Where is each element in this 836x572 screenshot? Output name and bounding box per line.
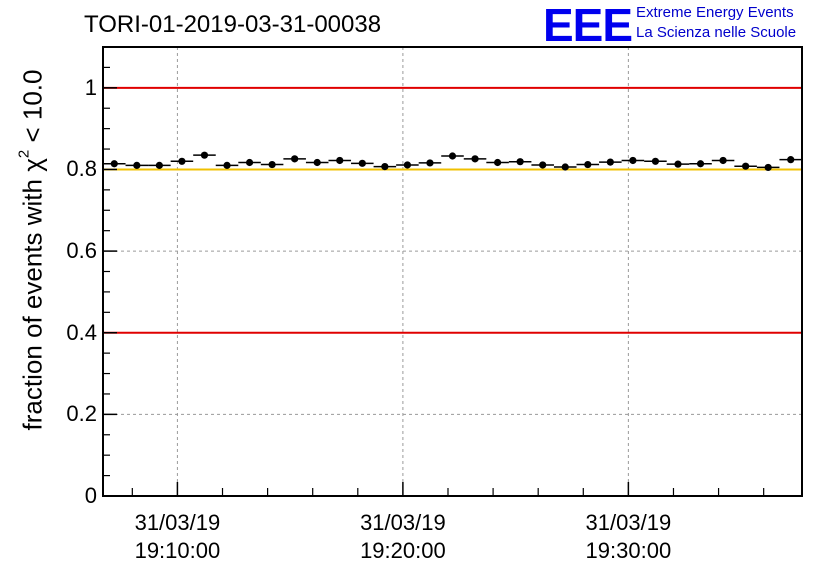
data-point	[674, 160, 682, 168]
x-tick-label: 31/03/19 19:10:00	[97, 509, 257, 565]
y-tick-label: 1	[84, 74, 97, 100]
y-tick-label: 0.6	[66, 238, 97, 264]
data-point	[696, 160, 705, 168]
data-point	[561, 163, 569, 171]
data-points	[103, 151, 802, 172]
data-point	[155, 161, 163, 169]
eee-logo: EEE	[543, 0, 633, 51]
data-point	[381, 162, 389, 171]
grid-lines	[103, 47, 802, 496]
data-point	[358, 159, 366, 167]
y-axis-label-exponent: 2	[15, 149, 33, 159]
data-point	[493, 158, 502, 167]
x-tick-time: 19:10:00	[134, 538, 221, 563]
data-point	[787, 156, 795, 164]
data-point	[133, 161, 141, 169]
threshold-lines	[103, 86, 802, 334]
y-tick-label: 0.4	[66, 319, 97, 345]
x-tick-time: 19:20:00	[360, 538, 446, 563]
data-point	[223, 161, 231, 169]
data-point	[336, 156, 344, 165]
logo-subtitle-line1: Extreme Energy Events	[636, 4, 794, 21]
data-point	[448, 152, 457, 160]
data-point	[651, 157, 660, 165]
x-tick-time: 19:30:00	[585, 538, 672, 563]
data-point	[313, 158, 321, 167]
data-point	[426, 159, 434, 167]
data-point	[629, 156, 637, 165]
y-tick-label: 0	[84, 483, 97, 508]
y-tick-label: 0.2	[66, 401, 97, 427]
chart-title: TORI-01-2019-03-31-00038	[84, 11, 382, 38]
x-tick-label: 31/03/19 19:20:00	[323, 509, 483, 565]
plot-frame	[102, 46, 803, 497]
data-point	[403, 161, 412, 169]
data-point	[764, 163, 772, 172]
axis-ticks	[103, 66, 765, 497]
y-tick-label: 0.8	[66, 156, 97, 182]
data-point	[584, 160, 592, 169]
x-tick-label: 31/03/19 19:30:00	[548, 509, 708, 565]
data-point	[606, 158, 614, 166]
data-point	[245, 158, 254, 167]
data-point	[178, 157, 186, 165]
logo-subtitle-line2: La Scienza nelle Scuole	[636, 24, 797, 41]
data-point	[291, 155, 299, 163]
data-point	[471, 155, 479, 163]
data-point	[268, 160, 276, 169]
data-point	[516, 158, 524, 166]
data-point	[719, 156, 727, 165]
data-point	[200, 151, 209, 159]
data-point	[539, 161, 547, 169]
x-tick-date: 31/03/19	[585, 510, 672, 535]
x-tick-date: 31/03/19	[134, 510, 221, 535]
x-tick-date: 31/03/19	[360, 510, 446, 535]
data-point	[110, 160, 118, 168]
data-point	[742, 162, 750, 170]
y-axis-label-prefix: fraction of events with	[17, 171, 48, 431]
